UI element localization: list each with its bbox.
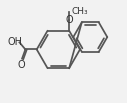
Text: O: O	[65, 15, 73, 25]
Text: O: O	[17, 60, 25, 70]
Text: CH₃: CH₃	[71, 7, 88, 16]
Text: OH: OH	[7, 37, 22, 47]
